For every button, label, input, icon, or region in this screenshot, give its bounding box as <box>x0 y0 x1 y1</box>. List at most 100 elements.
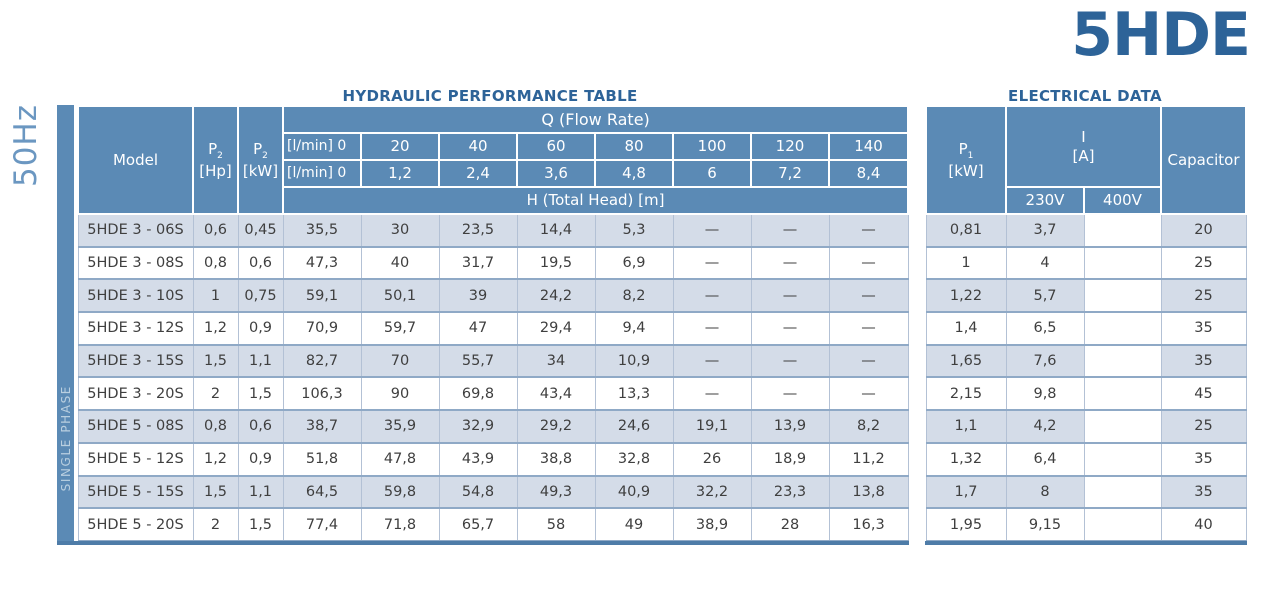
hydraulic-table: Model P2 [Hp] P2 [kW] Q (Flow Rate) [l/m… <box>77 105 910 542</box>
head-value-cell: 47,8 <box>360 441 440 476</box>
flow-m3h-header: 2,4 <box>438 159 518 188</box>
p2-kw-cell: 1,1 <box>237 343 284 378</box>
head-value-cell: 49,3 <box>516 474 596 509</box>
electrical-table-row: 2,15 9,8 45 <box>925 376 1247 411</box>
head-value-cell: 49 <box>594 507 674 542</box>
electrical-table-row: 1 4 25 <box>925 245 1247 280</box>
head-value-cell: — <box>828 376 909 411</box>
head-value-cell: 38,7 <box>282 409 362 444</box>
head-value-cell: 64,5 <box>282 474 362 509</box>
electrical-table: P1 [kW] I [A] Capacitor 230V 400V 0,81 3… <box>925 105 1247 542</box>
head-value-cell: 38,9 <box>672 507 752 542</box>
flow-lmin-header: 120 <box>750 132 830 161</box>
head-value-cell: 69,8 <box>438 376 518 411</box>
flow-lmin-header-row: [l/min] 0 20 40 60 80 100 120 140 <box>78 132 910 161</box>
current-230v-cell: 5,7 <box>1005 278 1085 313</box>
p2-hp-header: P2 [Hp] <box>192 105 239 215</box>
head-value-cell: 19,1 <box>672 409 752 444</box>
head-value-cell: 8,2 <box>594 278 674 313</box>
head-value-cell: 38,8 <box>516 441 596 476</box>
q-flow-rate-header: Q (Flow Rate) <box>281 105 910 134</box>
page-title: 5HDE <box>1071 0 1251 70</box>
flow-m3h-header: 6 <box>672 159 752 188</box>
head-value-cell: 50,1 <box>360 278 440 313</box>
current-400v-cell <box>1083 311 1162 346</box>
hydraulic-table-row: 5HDE 5 - 15S 1,5 1,1 64,5 59,8 54,8 49,3… <box>77 474 909 509</box>
hydraulic-table-row: 5HDE 3 - 12S 1,2 0,9 70,9 59,7 47 29,4 9… <box>77 311 909 346</box>
head-value-cell: 54,8 <box>438 474 518 509</box>
electrical-table-row: 1,32 6,4 35 <box>925 441 1247 476</box>
head-value-cell: 10,9 <box>594 343 674 378</box>
flow-m3h-header: 1,2 <box>360 159 440 188</box>
p1-kw-cell: 1,65 <box>925 343 1007 378</box>
model-cell: 5HDE 3 - 20S <box>77 376 194 411</box>
head-value-cell: 59,8 <box>360 474 440 509</box>
current-header: I [A] <box>1005 105 1162 188</box>
head-value-cell: 9,4 <box>594 311 674 346</box>
model-cell: 5HDE 5 - 08S <box>77 409 194 444</box>
current-230v-cell: 9,15 <box>1005 507 1085 542</box>
head-value-cell: 35,5 <box>282 213 362 248</box>
current-400v-cell <box>1083 474 1162 509</box>
head-value-cell: 19,5 <box>516 245 596 280</box>
current-230v-cell: 9,8 <box>1005 376 1085 411</box>
head-value-cell: 59,7 <box>360 311 440 346</box>
p1-kw-header: P1 [kW] <box>925 105 1007 215</box>
p2-hp-cell: 1,2 <box>192 311 239 346</box>
head-value-cell: 24,6 <box>594 409 674 444</box>
current-230v-cell: 4,2 <box>1005 409 1085 444</box>
head-value-cell: — <box>828 278 909 313</box>
head-value-cell: — <box>828 343 909 378</box>
head-value-cell: — <box>750 278 830 313</box>
capacitor-cell: 25 <box>1160 409 1247 444</box>
p2-kw-header: P2 [kW] <box>237 105 284 215</box>
head-value-cell: — <box>750 376 830 411</box>
head-value-cell: — <box>750 213 830 248</box>
hydraulic-table-title: HYDRAULIC PERFORMANCE TABLE <box>342 87 638 105</box>
head-value-cell: 34 <box>516 343 596 378</box>
head-value-cell: 23,5 <box>438 213 518 248</box>
flow-lmin-header: 40 <box>438 132 518 161</box>
head-value-cell: 106,3 <box>282 376 362 411</box>
hydraulic-table-row: 5HDE 5 - 20S 2 1,5 77,4 71,8 65,7 58 49 … <box>77 507 909 542</box>
p1-kw-cell: 1,22 <box>925 278 1007 313</box>
hydraulic-table-section: SINGLE PHASE Model P2 [Hp] P2 [kW] <box>57 105 910 546</box>
p1-kw-cell: 0,81 <box>925 213 1007 248</box>
flow-m3h-header: 7,2 <box>750 159 830 188</box>
flow-lmin-header: 20 <box>360 132 440 161</box>
head-value-cell: — <box>672 278 752 313</box>
head-value-cell: — <box>750 343 830 378</box>
hydraulic-table-row: 5HDE 3 - 15S 1,5 1,1 82,7 70 55,7 34 10,… <box>77 343 909 378</box>
head-value-cell: 59,1 <box>282 278 362 313</box>
capacitor-cell: 35 <box>1160 474 1247 509</box>
hydraulic-table-row: 5HDE 3 - 20S 2 1,5 106,3 90 69,8 43,4 13… <box>77 376 909 411</box>
current-400v-cell <box>1083 376 1162 411</box>
head-value-cell: 90 <box>360 376 440 411</box>
current-230v-cell: 6,4 <box>1005 441 1085 476</box>
current-400v-cell <box>1083 507 1162 542</box>
head-value-cell: 29,2 <box>516 409 596 444</box>
model-header: Model <box>77 105 194 215</box>
p2-hp-cell: 2 <box>192 376 239 411</box>
electrical-table-row: 1,4 6,5 35 <box>925 311 1247 346</box>
head-value-cell: 24,2 <box>516 278 596 313</box>
head-value-cell: — <box>672 213 752 248</box>
hydraulic-table-row: 5HDE 3 - 10S 1 0,75 59,1 50,1 39 24,2 8,… <box>77 278 909 313</box>
electrical-table-row: 1,65 7,6 35 <box>925 343 1247 378</box>
head-value-cell: 39 <box>438 278 518 313</box>
model-cell: 5HDE 3 - 12S <box>77 311 194 346</box>
p2-hp-cell: 1,2 <box>192 441 239 476</box>
head-value-cell: 47 <box>438 311 518 346</box>
capacitor-cell: 25 <box>1160 245 1247 280</box>
flow-lmin-header: 100 <box>672 132 752 161</box>
head-value-cell: 77,4 <box>282 507 362 542</box>
flow-m3h-unit-cell: [l/min] 0 <box>282 159 362 188</box>
head-value-cell: — <box>672 343 752 378</box>
head-value-cell: 32,8 <box>594 441 674 476</box>
p2-hp-cell: 0,8 <box>192 409 239 444</box>
hydraulic-table-row: 5HDE 5 - 12S 1,2 0,9 51,8 47,8 43,9 38,8… <box>77 441 909 476</box>
p2-kw-cell: 0,75 <box>237 278 284 313</box>
p2-kw-cell: 0,6 <box>237 409 284 444</box>
p2-kw-cell: 0,9 <box>237 311 284 346</box>
